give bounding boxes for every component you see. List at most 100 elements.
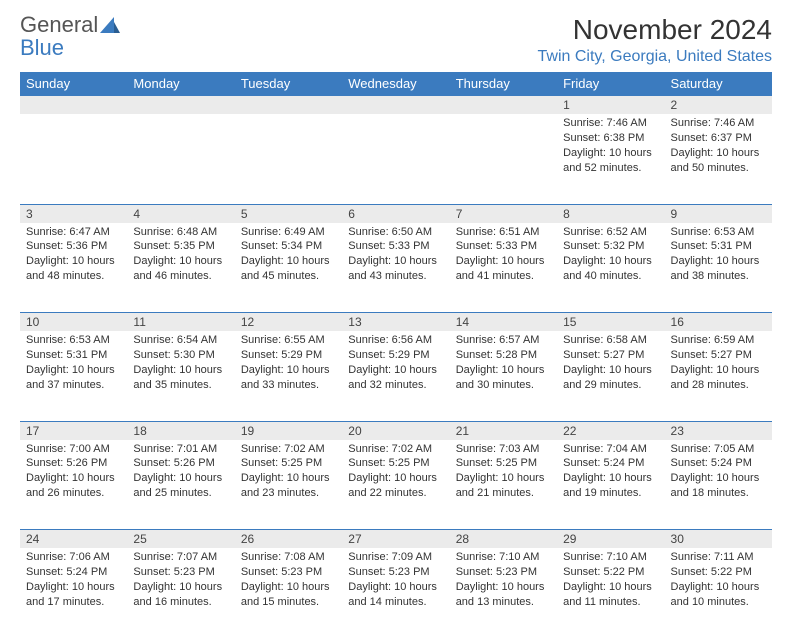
weekday-header: Wednesday: [342, 72, 449, 96]
day-number-cell: 8: [557, 204, 664, 223]
day-body-row: Sunrise: 7:46 AMSunset: 6:38 PMDaylight:…: [20, 114, 772, 204]
day-body-cell: Sunrise: 6:58 AMSunset: 5:27 PMDaylight:…: [557, 331, 664, 421]
day-detail: Sunrise: 6:54 AMSunset: 5:30 PMDaylight:…: [127, 331, 234, 398]
day-body-cell: Sunrise: 7:02 AMSunset: 5:25 PMDaylight:…: [235, 440, 342, 530]
day-body-row: Sunrise: 6:47 AMSunset: 5:36 PMDaylight:…: [20, 223, 772, 313]
day-detail: Sunrise: 6:57 AMSunset: 5:28 PMDaylight:…: [450, 331, 557, 398]
day-number-cell: 14: [450, 313, 557, 332]
day-detail: Sunrise: 6:53 AMSunset: 5:31 PMDaylight:…: [665, 223, 772, 290]
day-number-row: 24252627282930: [20, 530, 772, 549]
day-body-cell: Sunrise: 7:08 AMSunset: 5:23 PMDaylight:…: [235, 548, 342, 638]
day-number-cell: 17: [20, 421, 127, 440]
day-detail: Sunrise: 7:03 AMSunset: 5:25 PMDaylight:…: [450, 440, 557, 507]
day-body-cell: [20, 114, 127, 204]
day-body-cell: Sunrise: 7:04 AMSunset: 5:24 PMDaylight:…: [557, 440, 664, 530]
day-body-cell: Sunrise: 7:02 AMSunset: 5:25 PMDaylight:…: [342, 440, 449, 530]
day-number-cell: [342, 96, 449, 115]
day-number-cell: 12: [235, 313, 342, 332]
day-number-cell: 29: [557, 530, 664, 549]
header: General Blue November 2024 Twin City, Ge…: [20, 14, 772, 66]
logo-line1: General: [20, 14, 120, 37]
day-body-cell: Sunrise: 7:09 AMSunset: 5:23 PMDaylight:…: [342, 548, 449, 638]
day-body-cell: Sunrise: 6:54 AMSunset: 5:30 PMDaylight:…: [127, 331, 234, 421]
day-body-cell: Sunrise: 6:48 AMSunset: 5:35 PMDaylight:…: [127, 223, 234, 313]
day-number-cell: 3: [20, 204, 127, 223]
day-detail: Sunrise: 6:48 AMSunset: 5:35 PMDaylight:…: [127, 223, 234, 290]
day-body-cell: Sunrise: 7:10 AMSunset: 5:23 PMDaylight:…: [450, 548, 557, 638]
day-number-cell: 16: [665, 313, 772, 332]
day-body-row: Sunrise: 7:06 AMSunset: 5:24 PMDaylight:…: [20, 548, 772, 638]
day-body-cell: Sunrise: 7:10 AMSunset: 5:22 PMDaylight:…: [557, 548, 664, 638]
location-text: Twin City, Georgia, United States: [538, 48, 772, 66]
day-body-cell: Sunrise: 7:06 AMSunset: 5:24 PMDaylight:…: [20, 548, 127, 638]
day-detail: Sunrise: 7:10 AMSunset: 5:23 PMDaylight:…: [450, 548, 557, 615]
day-number-cell: [235, 96, 342, 115]
day-detail: Sunrise: 7:46 AMSunset: 6:38 PMDaylight:…: [557, 114, 664, 181]
day-number-cell: 28: [450, 530, 557, 549]
day-body-cell: Sunrise: 6:57 AMSunset: 5:28 PMDaylight:…: [450, 331, 557, 421]
day-number-cell: 6: [342, 204, 449, 223]
day-body-cell: Sunrise: 6:51 AMSunset: 5:33 PMDaylight:…: [450, 223, 557, 313]
day-detail: Sunrise: 6:47 AMSunset: 5:36 PMDaylight:…: [20, 223, 127, 290]
day-body-cell: Sunrise: 7:00 AMSunset: 5:26 PMDaylight:…: [20, 440, 127, 530]
day-detail: Sunrise: 7:00 AMSunset: 5:26 PMDaylight:…: [20, 440, 127, 507]
day-body-cell: Sunrise: 6:55 AMSunset: 5:29 PMDaylight:…: [235, 331, 342, 421]
day-body-cell: [450, 114, 557, 204]
day-body-cell: Sunrise: 7:01 AMSunset: 5:26 PMDaylight:…: [127, 440, 234, 530]
day-detail: Sunrise: 7:02 AMSunset: 5:25 PMDaylight:…: [235, 440, 342, 507]
day-body-cell: Sunrise: 6:50 AMSunset: 5:33 PMDaylight:…: [342, 223, 449, 313]
day-detail: Sunrise: 7:08 AMSunset: 5:23 PMDaylight:…: [235, 548, 342, 615]
day-detail: Sunrise: 6:56 AMSunset: 5:29 PMDaylight:…: [342, 331, 449, 398]
day-detail: Sunrise: 7:05 AMSunset: 5:24 PMDaylight:…: [665, 440, 772, 507]
day-number-cell: 11: [127, 313, 234, 332]
day-body-cell: Sunrise: 6:52 AMSunset: 5:32 PMDaylight:…: [557, 223, 664, 313]
day-number-cell: [450, 96, 557, 115]
day-number-cell: 5: [235, 204, 342, 223]
day-detail: Sunrise: 6:55 AMSunset: 5:29 PMDaylight:…: [235, 331, 342, 398]
logo-line2: Blue: [20, 37, 120, 59]
day-number-cell: 10: [20, 313, 127, 332]
day-number-cell: 22: [557, 421, 664, 440]
month-title: November 2024: [538, 14, 772, 46]
day-body-cell: Sunrise: 7:05 AMSunset: 5:24 PMDaylight:…: [665, 440, 772, 530]
day-body-cell: Sunrise: 6:53 AMSunset: 5:31 PMDaylight:…: [20, 331, 127, 421]
day-number-row: 17181920212223: [20, 421, 772, 440]
day-body-cell: Sunrise: 7:46 AMSunset: 6:37 PMDaylight:…: [665, 114, 772, 204]
day-detail: Sunrise: 7:09 AMSunset: 5:23 PMDaylight:…: [342, 548, 449, 615]
day-number-cell: 26: [235, 530, 342, 549]
day-number-cell: 30: [665, 530, 772, 549]
day-detail: Sunrise: 7:01 AMSunset: 5:26 PMDaylight:…: [127, 440, 234, 507]
day-detail: Sunrise: 6:50 AMSunset: 5:33 PMDaylight:…: [342, 223, 449, 290]
day-number-cell: 25: [127, 530, 234, 549]
weekday-header: Thursday: [450, 72, 557, 96]
day-body-row: Sunrise: 6:53 AMSunset: 5:31 PMDaylight:…: [20, 331, 772, 421]
day-number-cell: 9: [665, 204, 772, 223]
day-body-cell: Sunrise: 6:56 AMSunset: 5:29 PMDaylight:…: [342, 331, 449, 421]
day-body-cell: Sunrise: 7:11 AMSunset: 5:22 PMDaylight:…: [665, 548, 772, 638]
day-detail: Sunrise: 6:52 AMSunset: 5:32 PMDaylight:…: [557, 223, 664, 290]
sail-icon: [100, 15, 120, 37]
day-detail: Sunrise: 6:53 AMSunset: 5:31 PMDaylight:…: [20, 331, 127, 398]
day-detail: Sunrise: 7:02 AMSunset: 5:25 PMDaylight:…: [342, 440, 449, 507]
logo: General Blue: [20, 14, 120, 59]
weekday-header-row: SundayMondayTuesdayWednesdayThursdayFrid…: [20, 72, 772, 96]
calendar-table: SundayMondayTuesdayWednesdayThursdayFrid…: [20, 72, 772, 638]
day-body-cell: Sunrise: 6:53 AMSunset: 5:31 PMDaylight:…: [665, 223, 772, 313]
day-body-cell: Sunrise: 6:49 AMSunset: 5:34 PMDaylight:…: [235, 223, 342, 313]
weekday-header: Monday: [127, 72, 234, 96]
day-detail: Sunrise: 6:59 AMSunset: 5:27 PMDaylight:…: [665, 331, 772, 398]
weekday-header: Sunday: [20, 72, 127, 96]
day-number-cell: 23: [665, 421, 772, 440]
logo-text-general: General: [20, 12, 98, 37]
day-number-cell: 4: [127, 204, 234, 223]
day-detail: Sunrise: 6:58 AMSunset: 5:27 PMDaylight:…: [557, 331, 664, 398]
title-block: November 2024 Twin City, Georgia, United…: [538, 14, 772, 66]
day-detail: Sunrise: 7:46 AMSunset: 6:37 PMDaylight:…: [665, 114, 772, 181]
day-body-cell: Sunrise: 7:46 AMSunset: 6:38 PMDaylight:…: [557, 114, 664, 204]
day-detail: Sunrise: 7:07 AMSunset: 5:23 PMDaylight:…: [127, 548, 234, 615]
day-detail: Sunrise: 6:49 AMSunset: 5:34 PMDaylight:…: [235, 223, 342, 290]
day-number-cell: 1: [557, 96, 664, 115]
day-number-row: 10111213141516: [20, 313, 772, 332]
day-number-cell: 20: [342, 421, 449, 440]
day-detail: Sunrise: 7:04 AMSunset: 5:24 PMDaylight:…: [557, 440, 664, 507]
